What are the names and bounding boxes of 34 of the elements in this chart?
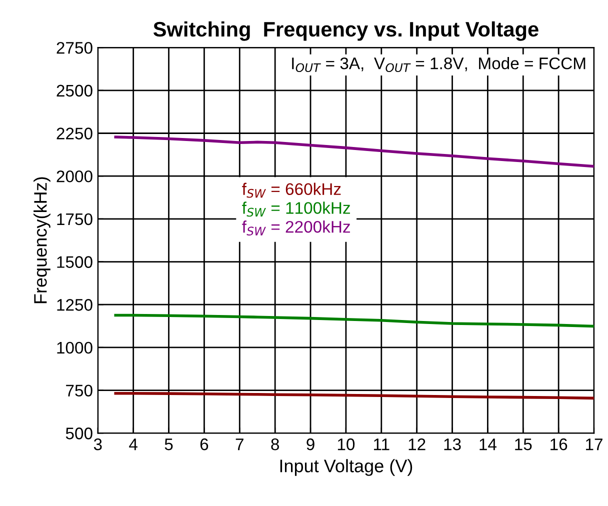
x-tick-label: 10 (338, 438, 355, 450)
y-tick-label: 1000 (57, 342, 92, 354)
x-tick-label: 3 (94, 438, 102, 450)
x-tick-label: 16 (550, 438, 568, 450)
text: f$_{SW}$ = 1100kHz (242, 202, 350, 217)
x-tick-label: 9 (306, 438, 314, 450)
x-axis-title: Input Voltage (V) (280, 459, 412, 476)
x-tick-label: 14 (480, 438, 496, 450)
chart-title: Switching Frequency vs. Input Voltage (153, 21, 538, 41)
y-tick-label: 2000 (56, 170, 92, 182)
y-tick-label: 1500 (57, 256, 92, 268)
x-tick-label: 4 (129, 438, 138, 450)
line-series (114, 136, 594, 168)
text: f$_{SW}$ = 660kHz (242, 182, 341, 198)
x-tick-label: 15 (515, 438, 532, 450)
x-tick-label: 5 (164, 438, 173, 450)
x-tick-label: 6 (200, 438, 208, 450)
x-tick-label: 13 (444, 438, 461, 450)
y-tick-label: 1250 (57, 299, 92, 311)
y-tick-label: 1750 (57, 213, 92, 226)
x-tick-label: 17 (586, 438, 602, 450)
text: f$_{SW}$ = 2200kHz (242, 220, 350, 236)
y-tick-label: 2500 (56, 84, 92, 97)
line-series (114, 314, 594, 328)
x-tick-label: 7 (236, 438, 244, 450)
x-tick-label: 12 (408, 438, 426, 450)
y-axis-title: Frequency(kHz) (34, 177, 50, 304)
y-tick-label: 2250 (56, 128, 92, 140)
y-tick-label: 2750 (56, 42, 92, 54)
y-tick-label: 750 (66, 384, 92, 396)
x-tick-label: 8 (271, 438, 279, 450)
annotation: I$_{OUT}$ = 3A, V$_{OUT}$ = 1.8V, Mode = FCCM (292, 57, 586, 72)
x-tick-label: 11 (374, 438, 390, 450)
y-tick-label: 500 (66, 428, 92, 440)
